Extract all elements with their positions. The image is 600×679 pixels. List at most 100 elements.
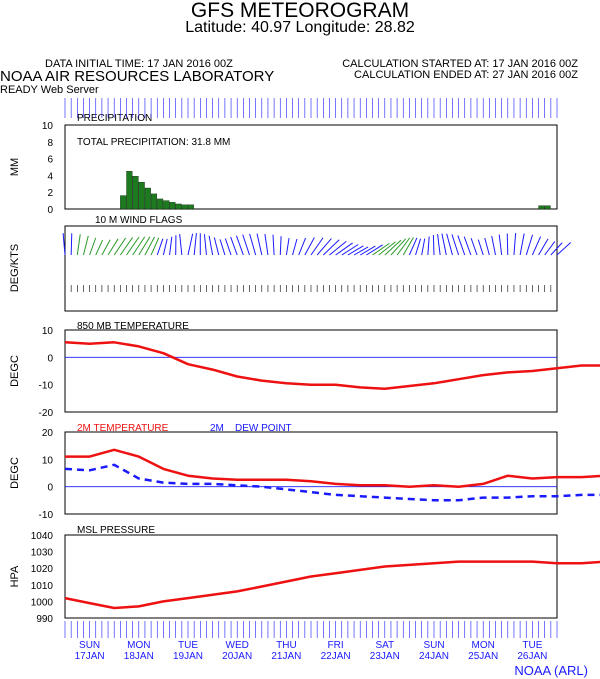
wind-barb	[119, 237, 134, 256]
wind-barb	[292, 238, 298, 256]
wind-barb	[378, 241, 396, 256]
day-label: THU 21JAN	[262, 640, 310, 662]
wind-barb	[538, 238, 549, 256]
t2m-line	[65, 448, 600, 488]
precip-ytick: 10	[42, 121, 54, 132]
wind-frame	[64, 225, 558, 312]
precip-title: PRECIPITATION	[77, 113, 152, 124]
wind-barb	[402, 237, 414, 256]
precip-bar	[157, 198, 164, 210]
day-label: SAT 23JAN	[361, 640, 409, 662]
t2m-ylabel: DEGC	[9, 457, 21, 489]
wind-barb	[544, 241, 556, 256]
day-of-week: MON	[127, 640, 151, 651]
precip-ytick: 2	[47, 188, 53, 199]
day-of-week: TUE	[522, 640, 543, 651]
precip-total: TOTAL PRECIPITATION: 31.8 MM	[77, 137, 230, 148]
wind-barb	[506, 233, 509, 256]
wind-barb	[316, 238, 332, 256]
wind-barb	[366, 244, 383, 256]
mslp-line	[64, 560, 600, 610]
calc-ended: CALCULATION ENDED AT: 27 JAN 2016 00Z	[354, 69, 578, 81]
wind-barb	[179, 234, 183, 256]
page-title: GFS METEOROGRAM	[190, 0, 410, 22]
wind-barb	[531, 236, 542, 256]
wind-barb	[272, 234, 275, 256]
precip-bar	[169, 202, 176, 210]
wind-barb	[310, 237, 324, 256]
day-label: TUE 26JAN	[508, 640, 556, 662]
t2m-ytick: 20	[42, 428, 54, 439]
wind-barb	[550, 242, 563, 256]
wind-barb	[484, 237, 490, 256]
wind-barb	[62, 233, 66, 256]
wind-barb	[384, 239, 402, 256]
precip-bar	[181, 204, 188, 210]
mslp-ytick: 1020	[31, 564, 54, 575]
wind-barb	[513, 233, 517, 256]
wind-barb	[457, 235, 466, 256]
mslp-ytick: 1040	[31, 531, 54, 542]
wind-barb	[470, 237, 478, 256]
t2m-frame	[64, 431, 558, 515]
precip-ytick: 8	[47, 138, 53, 149]
wind-barb	[525, 234, 534, 256]
wind-barb	[304, 237, 315, 256]
wind-ylabel: DEG/KTS	[9, 244, 21, 292]
wind-barb	[437, 233, 441, 256]
wind-barb	[70, 233, 73, 256]
wind-barb	[126, 236, 140, 256]
day-of-week: SAT	[375, 640, 395, 651]
wind-barb	[477, 239, 484, 256]
t850-ytick: 0	[47, 353, 53, 364]
mslp-ytick: 990	[36, 614, 53, 625]
wind-barb	[208, 235, 214, 256]
precip-ytick: 0	[47, 205, 53, 216]
wind-barb	[372, 242, 390, 256]
t850-ytick: 10	[42, 326, 54, 337]
wind-barb	[193, 233, 197, 256]
lab-name: NOAA AIR RESOURCES LABORATORY	[0, 68, 275, 85]
calc-started: CALCULATION STARTED AT: 17 JAN 2016 00Z	[342, 58, 578, 70]
day-date: 26JAN	[517, 651, 548, 662]
wind-barb	[415, 238, 422, 256]
day-date: 18JAN	[123, 651, 154, 662]
wind-barb	[335, 242, 353, 256]
wind-barb	[150, 237, 160, 256]
day-label: SUN 17JAN	[66, 640, 114, 662]
precip-bar	[538, 205, 545, 210]
wind-barb	[408, 237, 418, 256]
wind-barb	[144, 236, 155, 256]
dew-legend-2m: 2M	[210, 423, 224, 434]
t850-ytick: -10	[39, 381, 54, 392]
day-date: 17JAN	[74, 651, 105, 662]
mslp-ytick: 1010	[31, 581, 54, 592]
wind-barb	[213, 237, 220, 256]
wind-barb	[242, 234, 250, 256]
mslp-frame	[64, 534, 558, 619]
wind-barb	[264, 233, 269, 256]
precip-bar	[120, 195, 127, 210]
day-of-week: THU	[276, 640, 297, 651]
server-name: READY Web Server	[0, 84, 99, 96]
precip-bar	[132, 176, 139, 210]
wind-barb	[353, 246, 369, 256]
wind-barb	[519, 233, 525, 256]
precip-bar	[126, 171, 133, 210]
wind-barb	[441, 233, 447, 256]
precip-bar	[187, 204, 194, 210]
precip-ytick: 4	[47, 171, 53, 182]
wind-barb	[187, 233, 194, 256]
day-of-week: TUE	[178, 640, 198, 651]
wind-barb	[95, 239, 104, 256]
t2m-ytick: 10	[42, 455, 54, 466]
mslp-ytick: 1000	[31, 597, 54, 608]
wind-barb	[322, 239, 340, 256]
wind-barb	[556, 242, 572, 256]
t2m-ytick: 0	[47, 483, 53, 494]
page-subtitle: Latitude: 40.97 Longitude: 28.82	[185, 19, 415, 36]
t850-ylabel: DEGC	[9, 355, 21, 387]
wind-barb	[169, 236, 173, 256]
mslp-ylabel: HPA	[9, 565, 21, 587]
wind-barb	[279, 236, 282, 256]
